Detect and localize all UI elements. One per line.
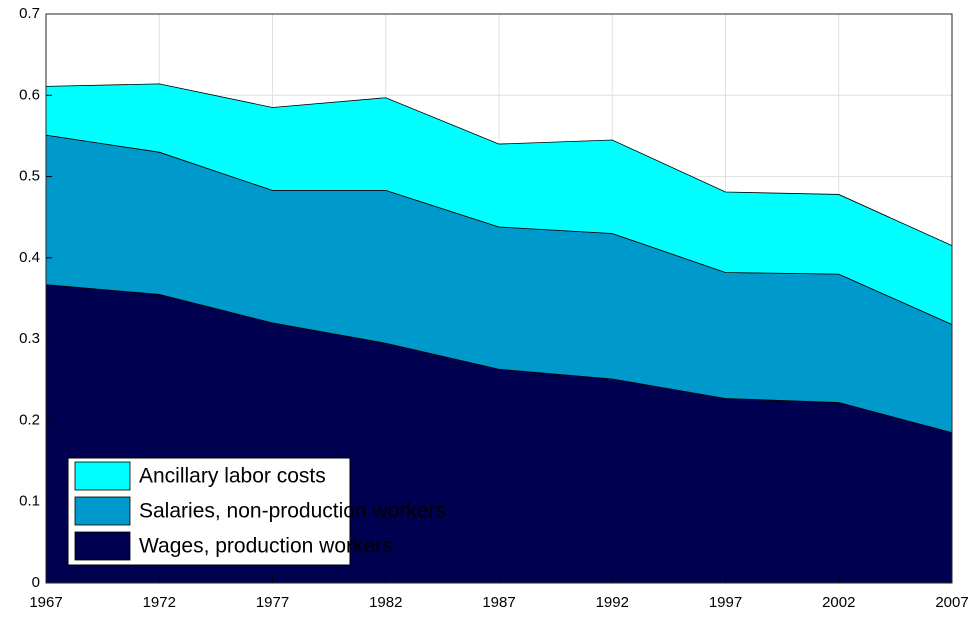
y-tick-label: 0.5	[19, 168, 40, 185]
x-tick-label: 1992	[596, 594, 629, 611]
legend-label: Salaries, non-production workers	[139, 500, 446, 523]
y-tick-label: 0.4	[19, 249, 40, 266]
x-tick-label: 1987	[482, 594, 515, 611]
legend-label: Ancillary labor costs	[139, 465, 326, 488]
y-tick-label: 0.3	[19, 330, 40, 347]
x-tick-label: 1977	[256, 594, 289, 611]
x-tick-label: 2002	[822, 594, 855, 611]
y-tick-label: 0.1	[19, 493, 40, 510]
x-tick-label: 1967	[29, 594, 62, 611]
legend-label: Wages, production workers	[139, 535, 393, 558]
x-tick-label: 2007	[935, 594, 968, 611]
legend-swatch	[74, 496, 131, 526]
y-tick-label: 0.7	[19, 5, 40, 22]
legend-swatch	[74, 461, 131, 491]
x-tick-label: 1972	[143, 594, 176, 611]
x-tick-label: 1997	[709, 594, 742, 611]
legend-swatch	[74, 531, 131, 561]
axes-frame	[45, 13, 953, 584]
x-tick-label: 1982	[369, 594, 402, 611]
y-tick-label: 0.2	[19, 411, 40, 428]
y-tick-label: 0.6	[19, 86, 40, 103]
legend: Ancillary labor costs Salaries, non-produ…	[67, 457, 446, 566]
y-tick-label: 0	[32, 574, 40, 591]
